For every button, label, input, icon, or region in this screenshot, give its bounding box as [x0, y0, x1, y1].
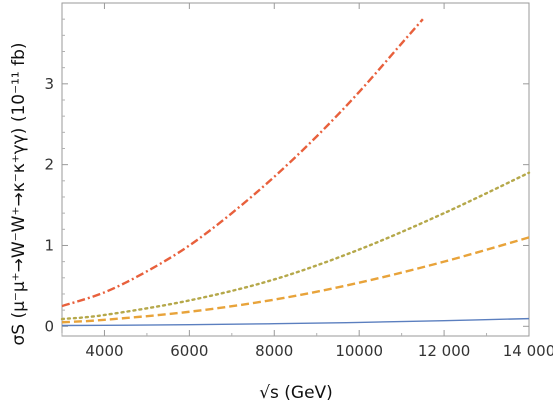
x-tick-label: 12 000	[418, 342, 471, 360]
x-axis-title: √s (GeV)	[259, 383, 333, 403]
series-line-1-solid	[61, 317, 530, 327]
x-tick-label: 8000	[255, 342, 293, 360]
y-tick-label: 2	[44, 156, 54, 174]
y-axis-title: σS (μ⁻μ⁺→W⁻W⁺→κ⁻κ⁺γγ) (10⁻¹¹ fb)	[9, 42, 29, 345]
series-line-4-dash-dot	[61, 18, 424, 308]
series-line-3-dotted	[60, 171, 531, 321]
x-tick-label: 10000	[335, 342, 383, 360]
series-line-2-dashed	[61, 236, 530, 324]
plot-frame	[61, 2, 530, 337]
x-tick-label: 4000	[85, 342, 123, 360]
y-tick-label: 1	[44, 236, 54, 254]
x-tick-label: 14 000	[503, 342, 553, 360]
y-tick-label: 3	[44, 75, 54, 93]
y-axis: 0 1 2 3	[44, 18, 529, 335]
x-tick-label: 6000	[170, 342, 208, 360]
x-axis: 4000 6000 8000 10000 12 000 14 000	[61, 3, 553, 360]
y-tick-label: 0	[44, 317, 54, 335]
series-layer	[60, 18, 531, 327]
